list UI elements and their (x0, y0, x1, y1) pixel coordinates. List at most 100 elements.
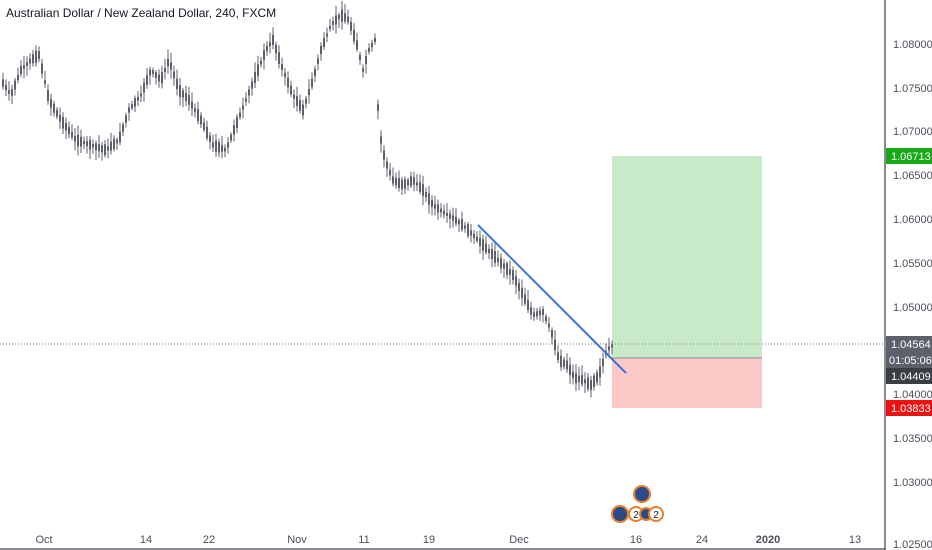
event-marker-icon[interactable] (611, 505, 629, 523)
candle-body (128, 107, 130, 113)
candle-body (131, 104, 133, 109)
price-tick: 1.07000 (893, 126, 932, 138)
candle-body (62, 116, 64, 129)
candle-body (194, 108, 196, 112)
candle-body (254, 72, 256, 83)
candle-body (314, 68, 316, 77)
candle-body (557, 352, 559, 361)
candle-body (260, 60, 262, 65)
trend-line[interactable] (477, 224, 627, 374)
candle-body (305, 98, 307, 104)
candle-body (41, 63, 43, 74)
candle-body (284, 72, 286, 78)
candle-body (11, 89, 13, 96)
candle-body (134, 98, 136, 107)
candle-body (269, 42, 271, 47)
candle-body (464, 225, 466, 229)
candle-body (533, 312, 535, 317)
candle-body (551, 329, 553, 338)
candle-body (308, 88, 310, 96)
candle-body (488, 248, 490, 254)
price-tick: 1.07500 (893, 83, 932, 95)
candle-body (191, 101, 193, 109)
event-marker-icon[interactable] (648, 506, 664, 522)
candle-body (596, 372, 598, 383)
candle-body (56, 109, 58, 117)
candle-body (107, 146, 109, 151)
stop-price-tag: 1.03833 (886, 400, 932, 416)
candle-body (497, 257, 499, 263)
candle-body (89, 139, 91, 150)
candle-body (23, 65, 25, 69)
candle-body (95, 143, 97, 151)
candlestick-series (2, 0, 613, 398)
candle-body (575, 373, 577, 384)
candle-body (368, 48, 370, 52)
candle-body (482, 239, 484, 251)
candle-body (167, 58, 169, 67)
candle-body (116, 139, 118, 144)
candle-body (92, 144, 94, 148)
candle-body (248, 89, 250, 96)
time-axis[interactable]: Oct 14 22 Nov 11 19 Dec 16 24 2020 13 (35, 534, 861, 546)
candle-body (467, 224, 469, 236)
candle-body (119, 131, 121, 143)
candle-body (584, 379, 586, 384)
stop-zone[interactable] (612, 358, 762, 408)
candle-body (380, 136, 382, 144)
candle-body (188, 95, 190, 105)
candle-body (299, 100, 301, 111)
time-tick: 22 (203, 534, 215, 546)
price-tick: 1.03500 (893, 433, 932, 445)
candle-body (503, 263, 505, 269)
candle-body (404, 179, 406, 189)
candle-body (389, 169, 391, 176)
candle-body (566, 360, 568, 370)
candle-body (329, 25, 331, 30)
candle-body (419, 182, 421, 192)
candle-body (149, 69, 151, 76)
candle-body (344, 13, 346, 22)
candle-body (599, 366, 601, 378)
chart-title: Australian Dollar / New Zealand Dollar, … (6, 6, 277, 20)
candle-body (512, 270, 514, 280)
candle-body (425, 191, 427, 198)
candle-body (455, 216, 457, 224)
candle-body (416, 182, 418, 186)
candle-body (173, 71, 175, 79)
candle-body (359, 54, 361, 61)
candle-body (317, 58, 319, 65)
candle-body (509, 269, 511, 275)
candle-body (182, 90, 184, 98)
price-axis[interactable]: 1.08000 1.07500 1.07000 1.06500 1.06000 … (893, 39, 932, 550)
candle-body (32, 54, 34, 64)
candle-body (236, 116, 238, 129)
candle-body (74, 135, 76, 142)
candle-body (272, 34, 274, 46)
candle-body (536, 311, 538, 317)
candle-body (122, 124, 124, 132)
candle-body (353, 29, 355, 42)
candle-body (71, 132, 73, 138)
candle-body (218, 142, 220, 153)
candle-body (548, 323, 550, 328)
candle-body (266, 45, 268, 52)
candle-body (143, 82, 145, 93)
candle-body (476, 237, 478, 241)
entry-price-label: 1.04409 (891, 371, 931, 383)
candle-body (281, 63, 283, 71)
candle-body (449, 213, 451, 219)
candle-body (413, 177, 415, 185)
time-tick: 24 (696, 534, 708, 546)
candle-body (365, 56, 367, 64)
target-zone[interactable] (612, 156, 762, 358)
candle-body (125, 115, 127, 123)
candle-body (428, 193, 430, 205)
candle-body (227, 142, 229, 148)
candle-body (350, 21, 352, 31)
event-markers[interactable]: 2 2 (611, 485, 664, 523)
event-marker-icon[interactable] (633, 485, 651, 503)
candle-body (146, 75, 148, 85)
candle-body (257, 64, 259, 76)
